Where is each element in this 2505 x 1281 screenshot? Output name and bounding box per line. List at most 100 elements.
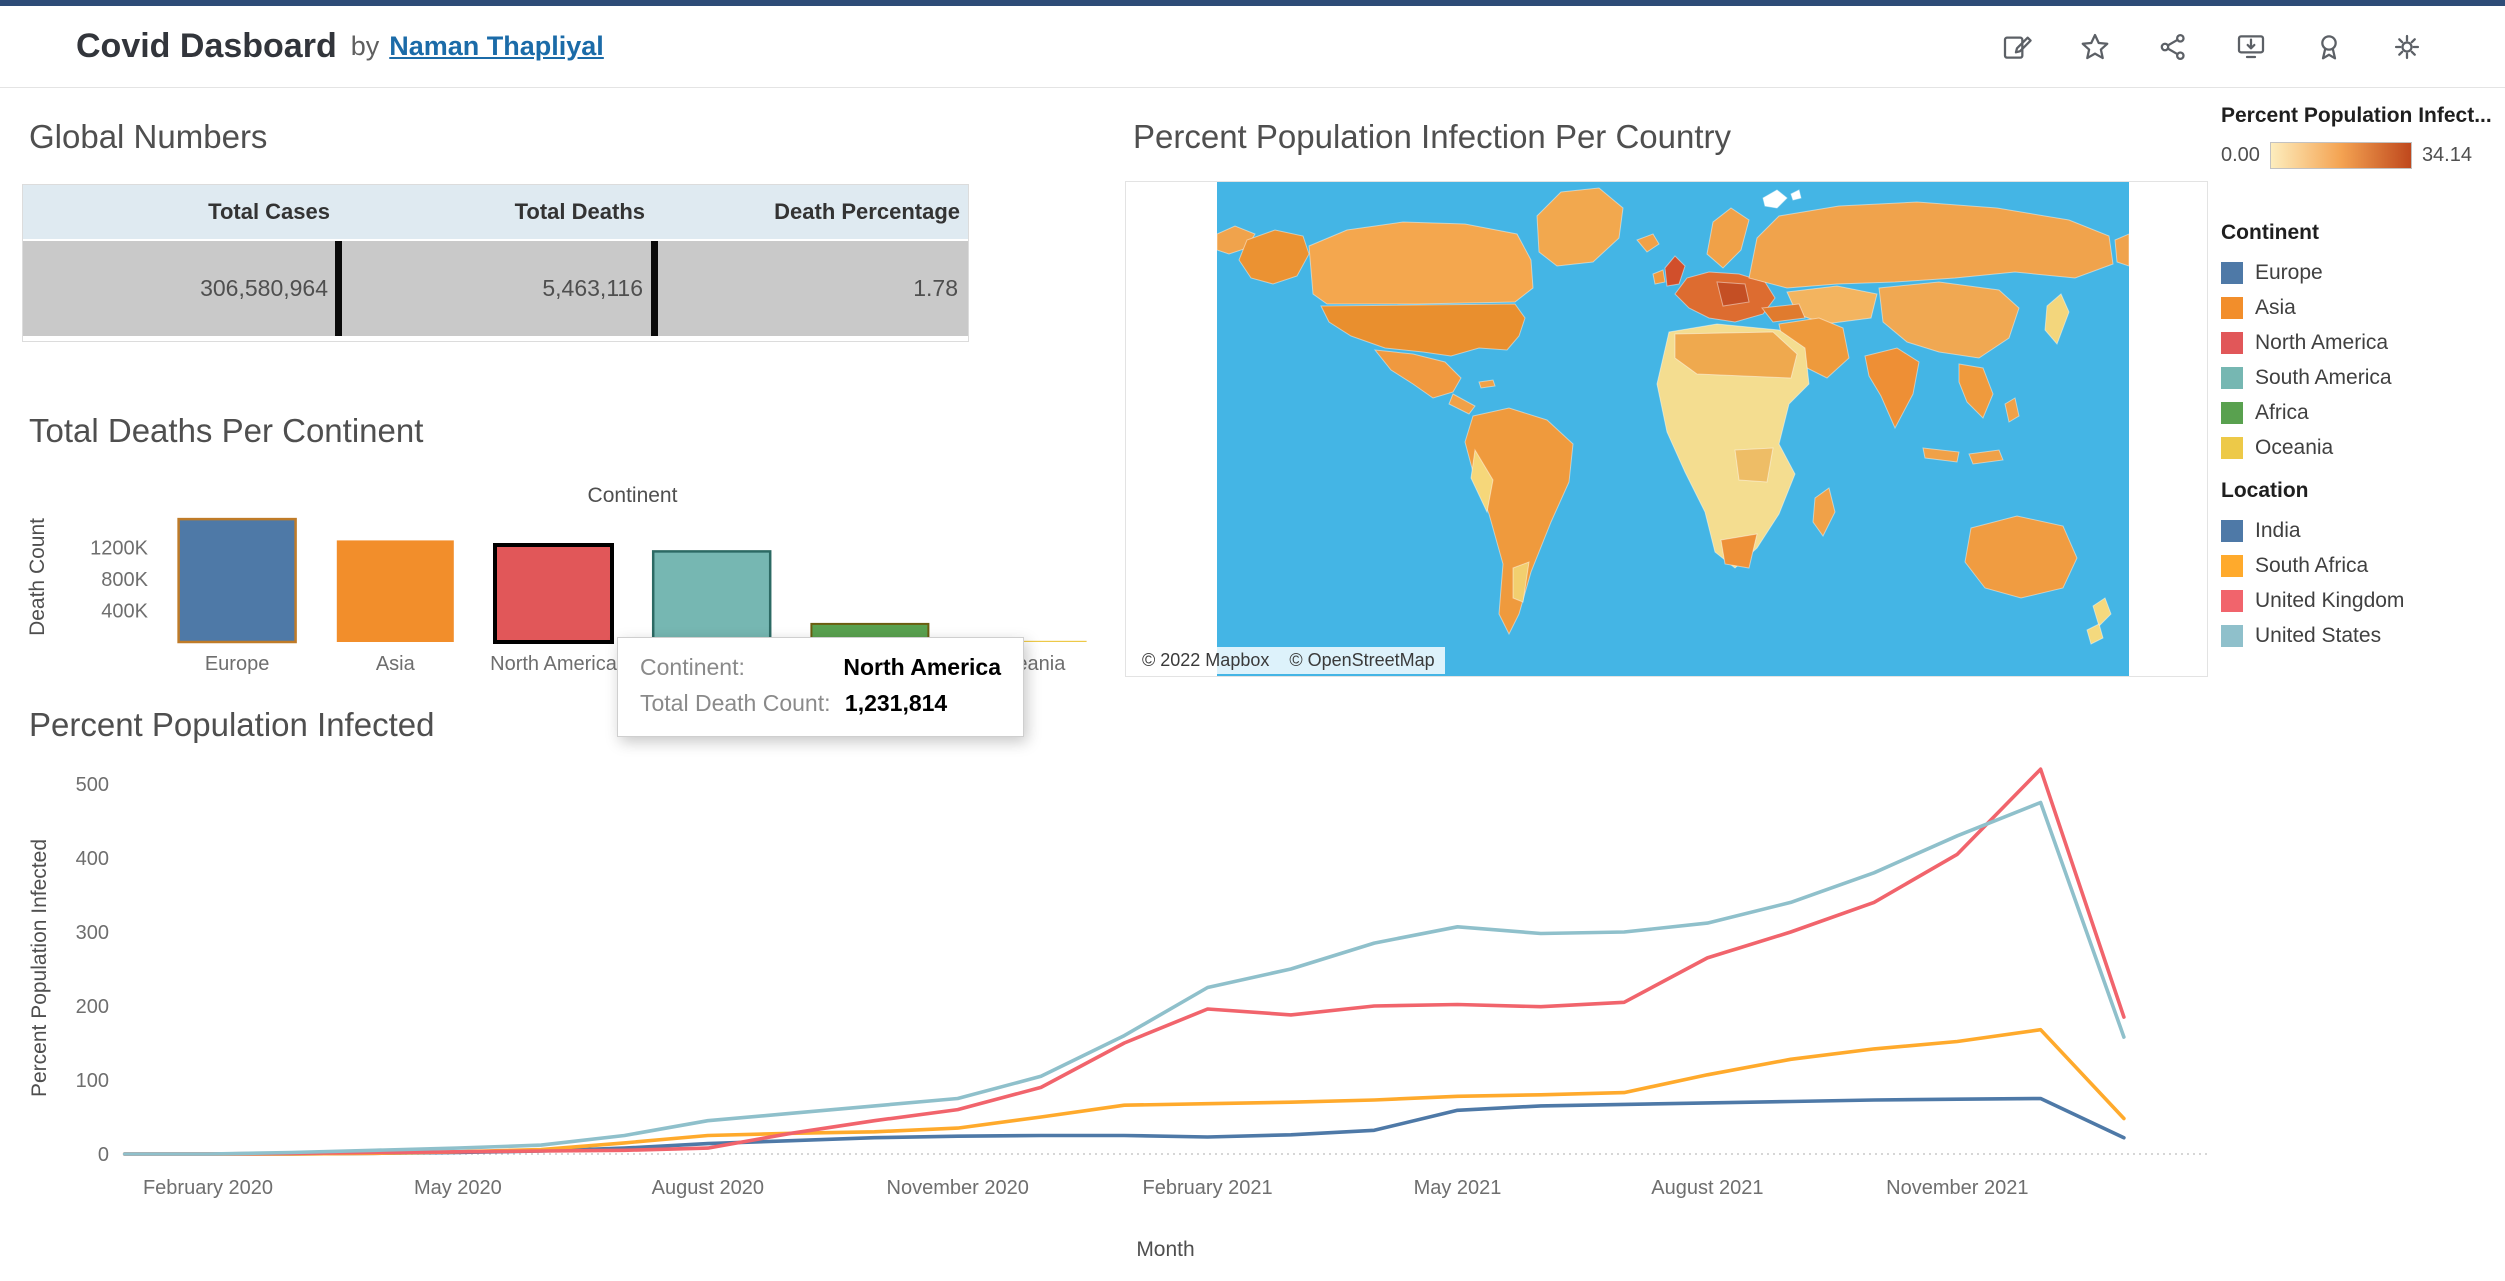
badge-icon[interactable] [2313,31,2345,63]
legend-label: Europe [2255,260,2323,284]
legend-label: United States [2255,623,2382,647]
bar-north-america[interactable] [493,543,614,644]
column-divider [335,241,342,336]
bar-south-america[interactable] [651,550,772,644]
author-link[interactable]: Naman Thapliyal [389,31,604,61]
map-attribution: © 2022 Mapbox © OpenStreetMap [1132,647,1445,674]
region-india[interactable] [1864,347,1920,430]
region-madagascar[interactable] [1812,487,1836,537]
share-icon[interactable] [2157,31,2189,63]
legend-swatch [2221,624,2243,647]
global-numbers-value-row: 306,580,964 5,463,116 1.78 [23,241,968,336]
mapbox-attribution[interactable]: © 2022 Mapbox [1142,650,1270,670]
region-svalbard-east[interactable] [1790,189,1802,201]
legend-item-oceania[interactable]: Oceania [2221,430,2503,465]
legend-label: North America [2255,330,2389,354]
region-ireland[interactable] [1652,269,1666,285]
region-caribbean[interactable] [1478,379,1496,389]
deaths-per-continent-title: Total Deaths Per Continent [29,412,424,449]
value-total-deaths[interactable]: 5,463,116 [542,275,643,301]
line-x-tick: November 2020 [887,1177,1029,1199]
gear-icon[interactable] [2391,31,2423,63]
value-total-cases[interactable]: 306,580,964 [200,275,328,301]
percent-infected-title: Percent Population Infected [29,706,435,743]
global-numbers-title: Global Numbers [29,118,268,155]
legend-label: Asia [2255,295,2296,319]
osm-attribution[interactable]: © OpenStreetMap [1289,650,1435,670]
region-scandinavia[interactable] [1706,207,1750,269]
location-legend-title: Location [2221,479,2309,502]
region-japan[interactable] [2044,293,2070,345]
legend-item-india[interactable]: India [2221,513,2503,548]
bar-chart-column-label: Continent [587,484,678,507]
region-north-africa[interactable] [1674,331,1798,379]
legend-swatch [2221,519,2243,542]
region-iceland[interactable] [1636,233,1660,253]
region-russia[interactable] [1748,201,2114,289]
region-central-africa[interactable] [1734,447,1774,483]
world-map-svg[interactable] [1217,182,2129,676]
percent-infected-line-chart: 0 100 200 300 400 500 February 2020 May 2020 Aug… [76,767,2208,1199]
region-indonesia-east[interactable] [1968,449,2004,465]
download-icon[interactable] [2235,31,2267,63]
region-indonesia-west[interactable] [1922,447,1960,463]
legend-item-united-states[interactable]: United States [2221,618,2503,653]
region-united-states[interactable] [1320,303,1526,357]
region-peru[interactable] [1470,448,1494,514]
gradient-bar[interactable] [2269,142,2412,169]
bar-oceania[interactable] [969,640,1087,642]
region-china[interactable] [1878,281,2020,359]
line-y-tick: 100 [76,1070,109,1092]
series-line-united-states[interactable] [122,800,2126,1156]
legend-label: Oceania [2255,435,2334,459]
region-alaska[interactable] [1238,229,1310,285]
region-united-kingdom[interactable] [1664,255,1686,287]
series-line-united-kingdom[interactable] [122,767,2126,1156]
region-russia-east-wrap[interactable] [2114,233,2129,267]
region-southeast-asia[interactable] [1958,363,1994,419]
map-zone: © 2022 Mapbox © OpenStreetMap [1125,181,2208,677]
region-central-america[interactable] [1448,393,1476,415]
region-turkey[interactable] [1761,303,1806,323]
bar-europe[interactable] [177,517,297,644]
tooltip-continent-label: Continent: [640,654,745,680]
line-x-tick: May 2020 [414,1177,502,1199]
map-title: Percent Population Infection Per Country [1133,118,1732,155]
region-new-zealand-north[interactable] [2092,597,2112,627]
legend-item-united-kingdom[interactable]: United Kingdom [2221,583,2503,618]
region-new-zealand-south[interactable] [2086,623,2104,645]
legend-item-south-africa[interactable]: South Africa [2221,548,2503,583]
byline: by [350,31,380,61]
gradient-min: 0.00 [2221,144,2260,166]
legend-item-north-america[interactable]: North America [2221,325,2503,360]
region-canada[interactable] [1308,221,1534,305]
edit-icon[interactable] [2001,31,2033,63]
tooltip-count-value: 1,231,814 [844,690,948,716]
line-x-tick: May 2021 [1414,1177,1502,1199]
legend-swatch [2221,589,2243,612]
legend-label: United Kingdom [2255,588,2405,612]
star-icon[interactable] [2079,31,2111,63]
value-death-percentage[interactable]: 1.78 [913,275,958,301]
line-y-tick: 400 [76,848,109,870]
page-title: Covid Dasboard [76,27,337,65]
region-africa[interactable] [1656,323,1810,569]
bar-y-tick: 800K [101,569,148,591]
region-greenland[interactable] [1536,187,1624,267]
line-x-tick: August 2020 [652,1177,764,1199]
legend-item-asia[interactable]: Asia [2221,290,2503,325]
world-map[interactable] [1217,182,2129,676]
legend-item-south-america[interactable]: South America [2221,360,2503,395]
col-header-total-deaths: Total Deaths [514,199,645,224]
line-x-tick: February 2021 [1143,1177,1273,1199]
region-central-europe[interactable] [1716,281,1750,307]
region-argentina[interactable] [1512,561,1530,603]
legend-item-europe[interactable]: Europe [2221,255,2503,290]
region-philippines[interactable] [2004,397,2020,423]
region-svalbard[interactable] [1762,189,1788,209]
region-south-africa[interactable] [1720,533,1758,569]
legend-item-africa[interactable]: Africa [2221,395,2503,430]
region-mexico[interactable] [1373,349,1462,399]
region-australia[interactable] [1964,515,2078,599]
bar-asia[interactable] [336,540,454,642]
